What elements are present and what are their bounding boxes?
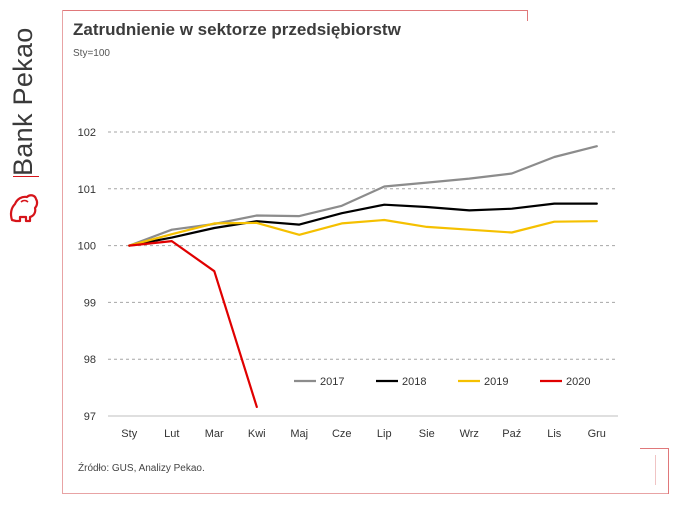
frame-top-line — [62, 10, 527, 11]
source-note: Źródło: GUS, Analizy Pekao. — [78, 463, 205, 474]
frame-left-line — [62, 10, 63, 494]
frame-corner-accent-inner — [655, 455, 656, 485]
grid-lines — [108, 131, 618, 417]
series-line-2018 — [128, 202, 598, 247]
y-axis-ticks: 97 98 99 100 101 102 — [78, 127, 96, 423]
x-tick-label: Lis — [547, 428, 562, 440]
x-tick-label: Mar — [205, 428, 224, 440]
y-tick-label: 98 — [84, 354, 96, 366]
x-tick-label: Cze — [332, 428, 352, 440]
y-tick-label: 101 — [78, 184, 96, 196]
series-line-2019 — [128, 218, 598, 247]
x-tick-label: Paź — [502, 428, 521, 440]
y-tick-label: 99 — [84, 297, 96, 309]
page-title: Zatrudnienie w sektorze przedsiębiorstw — [73, 20, 401, 39]
bison-icon — [9, 194, 39, 223]
x-tick-label: Sie — [419, 428, 435, 440]
frame-right-corner — [668, 448, 669, 494]
legend-label-2018: 2018 — [402, 376, 426, 388]
brand-name: Bank Pekao — [8, 27, 38, 176]
x-tick-label: Lip — [377, 428, 392, 440]
legend-label-2017: 2017 — [320, 376, 344, 388]
y-tick-label: 97 — [84, 411, 96, 423]
series-lines — [128, 145, 598, 408]
line-chart: 97 98 99 100 101 102 Sty Lut Mar Kwi Maj Cze Lip Sie… — [78, 127, 618, 440]
x-tick-label: Lut — [164, 428, 179, 440]
x-tick-label: Maj — [290, 428, 308, 440]
brand-separator — [13, 176, 39, 177]
page-subtitle: Sty=100 — [73, 48, 110, 59]
frame-bottom-line — [62, 493, 669, 494]
brand-sidebar: Bank Pekao — [0, 0, 48, 510]
chart-legend: 2017 2018 2019 2020 — [294, 376, 590, 388]
x-tick-label: Wrz — [460, 428, 479, 440]
x-axis-ticks: Sty Lut Mar Kwi Maj Cze Lip Sie Wrz Paź Lis Gru — [121, 428, 606, 440]
y-tick-label: 100 — [78, 241, 96, 253]
y-tick-label: 102 — [78, 127, 96, 139]
x-tick-label: Kwi — [248, 428, 266, 440]
x-tick-label: Sty — [121, 428, 137, 440]
x-tick-label: Gru — [588, 428, 606, 440]
frame-corner-accent — [640, 448, 669, 449]
frame-top-corner — [527, 10, 528, 21]
legend-label-2019: 2019 — [484, 376, 508, 388]
legend-label-2020: 2020 — [566, 376, 590, 388]
series-line-2020 — [128, 240, 258, 408]
